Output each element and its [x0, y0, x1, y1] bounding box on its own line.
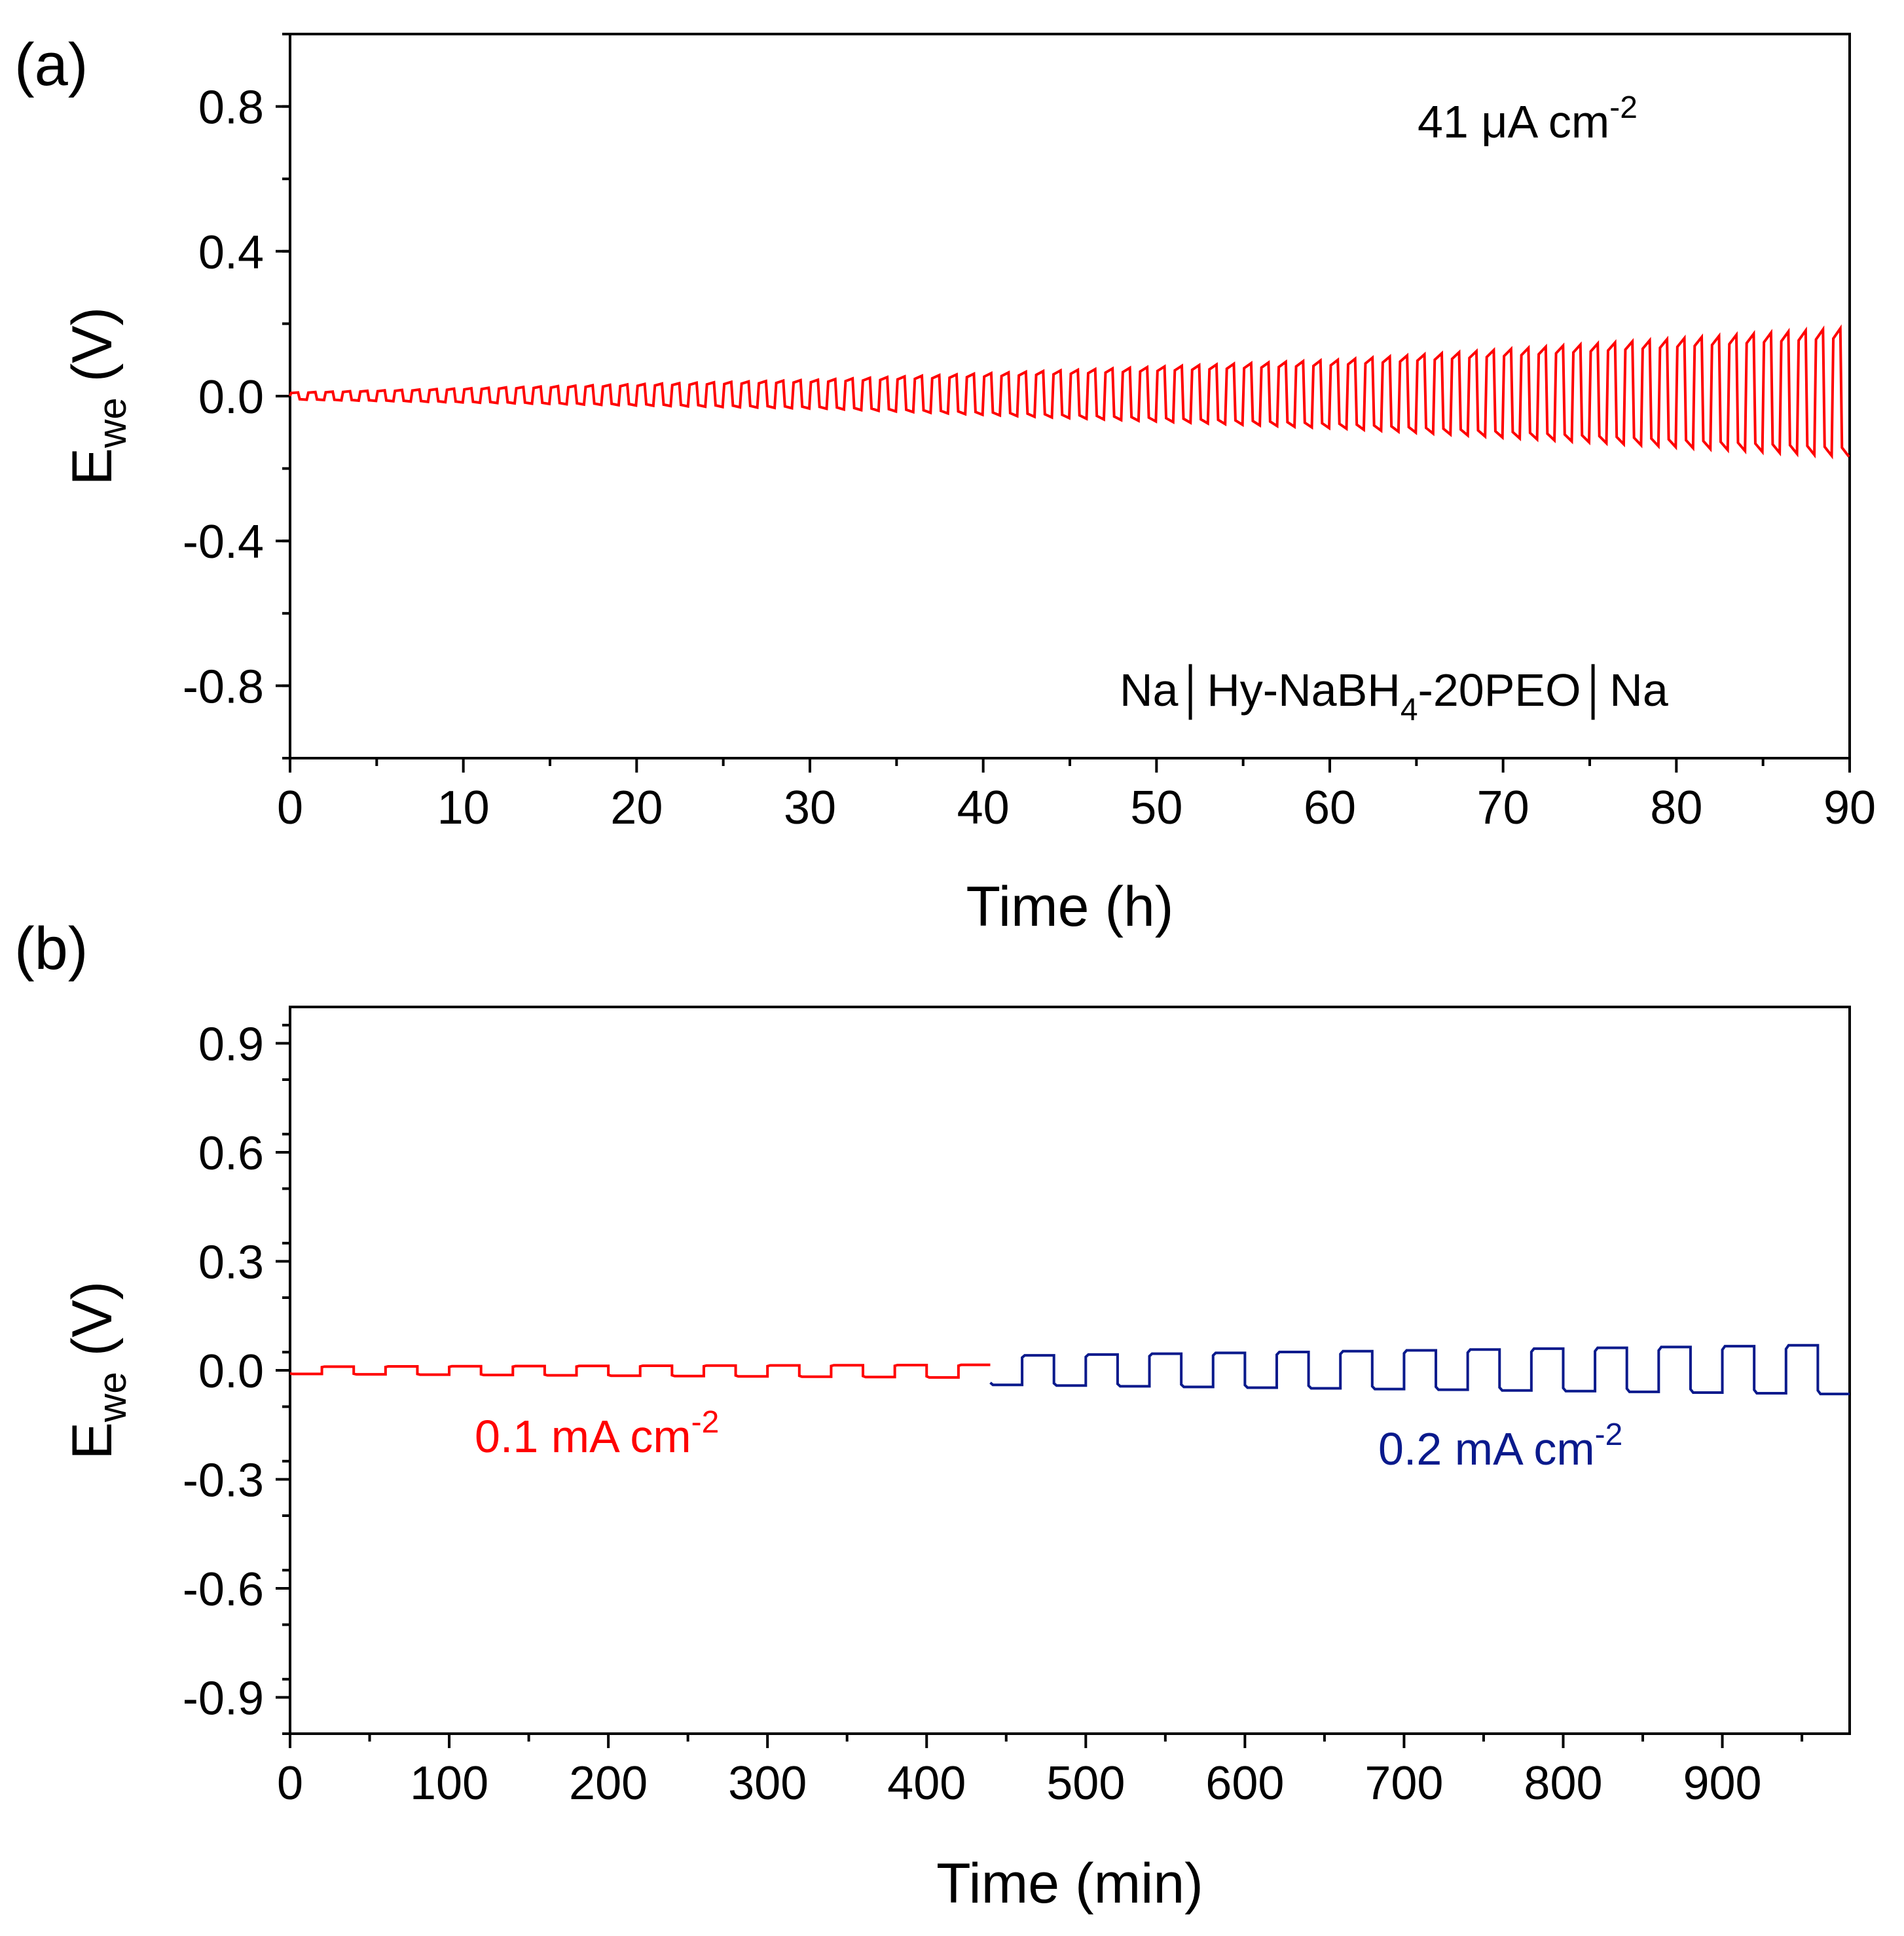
panel-b-x-axis-title: Time (min)	[936, 1852, 1203, 1915]
b-y-tick-label: 0.6	[198, 1127, 264, 1180]
b-x-tick-label: 0	[277, 1757, 303, 1810]
a-x-tick-label: 70	[1477, 782, 1529, 834]
panel-a-label: (a)	[14, 31, 88, 98]
panel-b-series-0.1-label: 0.1 mA cm-2	[475, 1405, 719, 1462]
panel-b-y-axis-title: Ewe (V)	[61, 1281, 134, 1460]
b-x-tick-label: 800	[1524, 1757, 1602, 1810]
a-x-tick-label: 50	[1130, 782, 1182, 834]
b-y-tick-label: -0.3	[183, 1455, 264, 1507]
a-x-tick-label: 10	[437, 782, 490, 834]
panel-a-cell-tail: -20PEO│Na	[1418, 664, 1668, 720]
panel-b-y-axis: 0.9 0.6 0.3 0.0 -0.3 -0.6 -0.9	[183, 1019, 290, 1735]
a-x-tick-label: 90	[1823, 782, 1876, 834]
panel-a-x-axis-title: Time (h)	[966, 875, 1174, 938]
panel-a-current-text: 41 μA cm	[1418, 96, 1609, 147]
b-y-tick-label: -0.6	[183, 1563, 264, 1616]
svg-text:Ewe (V): Ewe (V)	[61, 307, 134, 486]
b-x-tick-label: 100	[410, 1757, 488, 1810]
a-y-tick-label: 0.8	[198, 82, 264, 134]
b-x-tick-label: 300	[728, 1757, 807, 1810]
a-x-tick-label: 30	[784, 782, 836, 834]
panel-b-series-0.1-label-text: 0.1 mA cm	[475, 1411, 691, 1462]
a-y-tick-label: 0.4	[198, 227, 264, 279]
panel-b-series-0.2-line	[989, 1343, 1850, 1396]
a-y-tick-label: -0.8	[183, 661, 264, 713]
panel-b: (b) 0 100 200 300 400 500 600 700 800 900 0.90.60…	[14, 915, 1851, 1915]
panel-a-y-axis-title: Ewe (V)	[61, 307, 134, 486]
panel-b-label: (b)	[14, 915, 88, 982]
a-x-tick-label: 80	[1650, 782, 1702, 834]
b-x-tick-label: 600	[1205, 1757, 1284, 1810]
panel-a-cell-annotation: Na│Hy-NaBH4-20PEO│Na	[1120, 664, 1668, 727]
panel-a-y-axis: 0.8 0.4 0.0 -0.4 -0.8	[183, 33, 290, 759]
panel-b-y-title-main: E	[61, 1422, 124, 1459]
panel-a-y-title-unit: (V)	[61, 307, 124, 398]
a-x-tick-label: 20	[610, 782, 663, 834]
a-x-tick-label: 0	[277, 782, 303, 834]
panel-b-plot-frame	[289, 1006, 1851, 1735]
panel-b-series-0.2-label: 0.2 mA cm-2	[1378, 1417, 1622, 1474]
panel-b-y-title-sub: we	[90, 1372, 134, 1423]
panel-a-y-title-main: E	[61, 448, 124, 485]
b-x-tick-label: 700	[1364, 1757, 1443, 1810]
b-x-tick-label: 400	[887, 1757, 966, 1810]
panel-b-series-0.1-line	[289, 1363, 991, 1379]
panel-a-y-title-sub: we	[90, 397, 134, 448]
b-y-tick-label: 0.9	[198, 1019, 264, 1071]
panel-b-series-0.2-label-text: 0.2 mA cm	[1378, 1423, 1595, 1474]
panel-a: (a) 0 10 20 30 40 50 60 70 80 90 0.8 0.4 0.0 -0.4 -0.…	[14, 31, 1876, 938]
panel-a-current-annotation: 41 μA cm-2	[1418, 90, 1638, 147]
a-y-tick-label: -0.4	[183, 516, 264, 568]
panel-a-cell-subscript: 4	[1401, 693, 1418, 727]
panel-a-series-line	[289, 324, 1850, 460]
panel-b-y-title-unit: (V)	[61, 1281, 124, 1372]
panel-b-series-0.2-label-sup: -2	[1595, 1417, 1623, 1452]
b-x-tick-label: 900	[1683, 1757, 1761, 1810]
b-x-tick-label: 500	[1046, 1757, 1125, 1810]
svg-text:Ewe (V): Ewe (V)	[61, 1281, 134, 1460]
b-y-tick-label: 0.3	[198, 1237, 264, 1289]
panel-a-x-axis: 0 10 20 30 40 50 60 70 80 90	[277, 758, 1876, 834]
panel-a-cell-text: Na│Hy-NaBH	[1120, 664, 1401, 720]
b-y-tick-label: 0.0	[198, 1345, 264, 1398]
panel-b-x-axis: 0 100 200 300 400 500 600 700 800 900	[277, 1734, 1804, 1810]
panel-a-current-superscript: -2	[1609, 90, 1638, 125]
b-x-tick-label: 200	[569, 1757, 648, 1810]
a-x-tick-label: 60	[1304, 782, 1356, 834]
a-y-tick-label: 0.0	[198, 371, 264, 424]
a-x-tick-label: 40	[957, 782, 1010, 834]
b-y-tick-label: -0.9	[183, 1673, 264, 1725]
panel-b-series-0.1-label-sup: -2	[691, 1405, 720, 1440]
